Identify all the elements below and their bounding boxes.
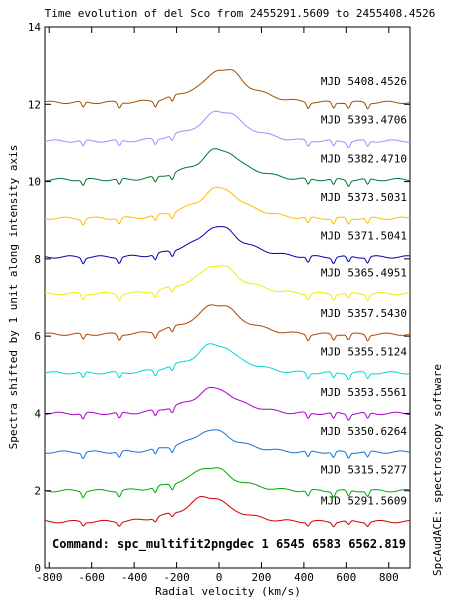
x-tick-label: 200: [252, 571, 272, 584]
series-label: MJD 5382.4710: [321, 152, 407, 165]
series-label: MJD 5357.5430: [321, 307, 407, 320]
y-tick-label: 10: [28, 176, 41, 189]
series-line: [44, 343, 411, 380]
chart-title: Time evolution of del Sco from 2455291.5…: [45, 7, 436, 20]
series-line: [44, 69, 411, 110]
y-tick-label: 2: [34, 485, 41, 498]
software-label: SpcAudACE: spectroscopy software: [431, 364, 444, 576]
series-line: [44, 467, 411, 499]
series-line: [44, 386, 410, 421]
command-text: Command: spc_multifit2pngdec 1 6545 6583…: [52, 537, 406, 552]
series-label: MJD 5291.5609: [321, 494, 407, 507]
x-tick-label: 0: [216, 571, 223, 584]
series-label: MJD 5365.4951: [321, 266, 407, 279]
series-layer: MJD 5291.5609 MJD 5315.5277 MJD 5350.6264 M…: [44, 69, 411, 528]
axis-layer: -800 -600 -400 -200 0 200 400 600 800 0 2 4 6 8 10 12 14: [28, 21, 410, 584]
y-axis-label: Spectra shifted by 1 unit along intensit…: [7, 145, 20, 450]
plot-frame: [44, 26, 411, 569]
series-line: [45, 148, 411, 187]
y-tick-label: 14: [28, 21, 42, 34]
series-line: [44, 429, 411, 460]
y-tick-label: 0: [34, 562, 41, 575]
x-tick-label: -800: [36, 571, 63, 584]
x-tick-label: -200: [163, 571, 190, 584]
y-tick-label: 8: [34, 253, 41, 266]
series-line: [44, 186, 411, 226]
series-line: [44, 110, 411, 149]
y-tick-label: 4: [34, 407, 41, 420]
x-tick-label: -600: [78, 571, 105, 584]
y-tick-label: 12: [28, 98, 41, 111]
series-label: MJD 5315.5277: [321, 463, 407, 476]
x-tick-label: -400: [121, 571, 148, 584]
series-label: MJD 5408.4526: [321, 75, 407, 88]
y-tick-label: 6: [34, 330, 41, 343]
x-tick-label: 800: [379, 571, 399, 584]
series-line: [44, 496, 410, 528]
x-tick-label: 600: [336, 571, 356, 584]
series-label: MJD 5371.5041: [321, 230, 407, 243]
series-label: MJD 5350.6264: [321, 425, 407, 438]
series-line: [44, 265, 411, 302]
x-tick-label: 400: [294, 571, 314, 584]
series-line: [44, 304, 411, 342]
series-label: MJD 5373.5031: [321, 191, 407, 204]
series-label: MJD 5353.5561: [321, 386, 407, 399]
series-line: [44, 226, 411, 265]
x-axis-label: Radial velocity (km/s): [155, 585, 301, 598]
series-label: MJD 5393.4706: [321, 114, 407, 127]
series-label: MJD 5355.5124: [321, 346, 407, 359]
